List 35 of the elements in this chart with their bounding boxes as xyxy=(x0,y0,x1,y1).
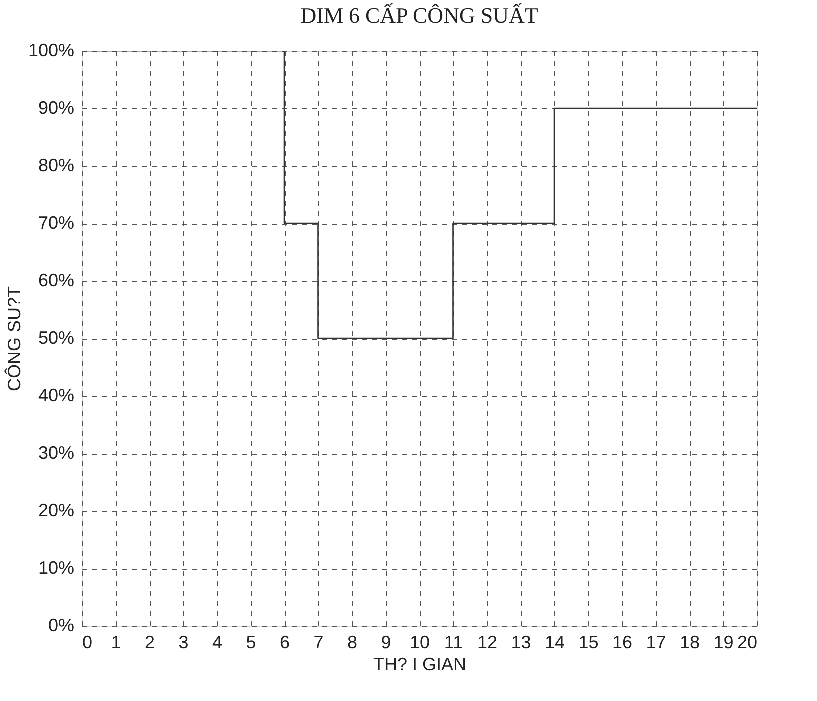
y-tick-label: 0% xyxy=(48,616,74,636)
y-tick-label: 30% xyxy=(38,443,74,463)
x-tick-label: 15 xyxy=(578,632,599,652)
y-tick-label: 40% xyxy=(38,386,74,406)
x-tick-label: 3 xyxy=(178,632,189,652)
y-tick-label: 100% xyxy=(28,40,74,60)
y-tick-label: 10% xyxy=(38,558,74,578)
x-tick-label: 6 xyxy=(280,632,290,652)
x-tick-label: 16 xyxy=(612,632,633,652)
y-tick-label: 50% xyxy=(38,328,74,348)
x-tick-label: 2 xyxy=(144,632,156,652)
x-tick-label: 4 xyxy=(212,632,223,652)
x-tick-label: 0 xyxy=(82,632,93,652)
x-tick-label: 17 xyxy=(646,632,666,652)
x-tick-label: 5 xyxy=(246,632,256,652)
y-axis-title: CÔNG SU?T xyxy=(4,286,24,392)
x-tick-label: 14 xyxy=(544,632,566,652)
x-tick-label: 9 xyxy=(381,632,392,652)
y-tick-label: 70% xyxy=(38,213,74,233)
x-axis-title: TH? I GIAN xyxy=(373,654,467,674)
x-tick-label: 10 xyxy=(410,632,430,652)
y-tick-label: 60% xyxy=(38,270,74,290)
y-tick-label: 20% xyxy=(38,500,74,520)
y-tick-label: 90% xyxy=(38,98,74,118)
x-tick-label: 13 xyxy=(511,632,532,652)
x-tick-label: 12 xyxy=(477,632,498,652)
x-tick-label: 19 xyxy=(714,632,734,652)
y-tick-label: 80% xyxy=(38,156,74,176)
x-tick-label: 8 xyxy=(347,632,358,652)
x-tick-label: 7 xyxy=(314,632,324,652)
x-tick-label: 1 xyxy=(111,632,122,652)
x-tick-label: 11 xyxy=(444,632,464,652)
x-tick-label: 18 xyxy=(680,632,700,652)
x-tick-label: 20 xyxy=(737,632,758,652)
chart-title: DIM 6 CẤP CÔNG SUẤT xyxy=(300,3,539,28)
